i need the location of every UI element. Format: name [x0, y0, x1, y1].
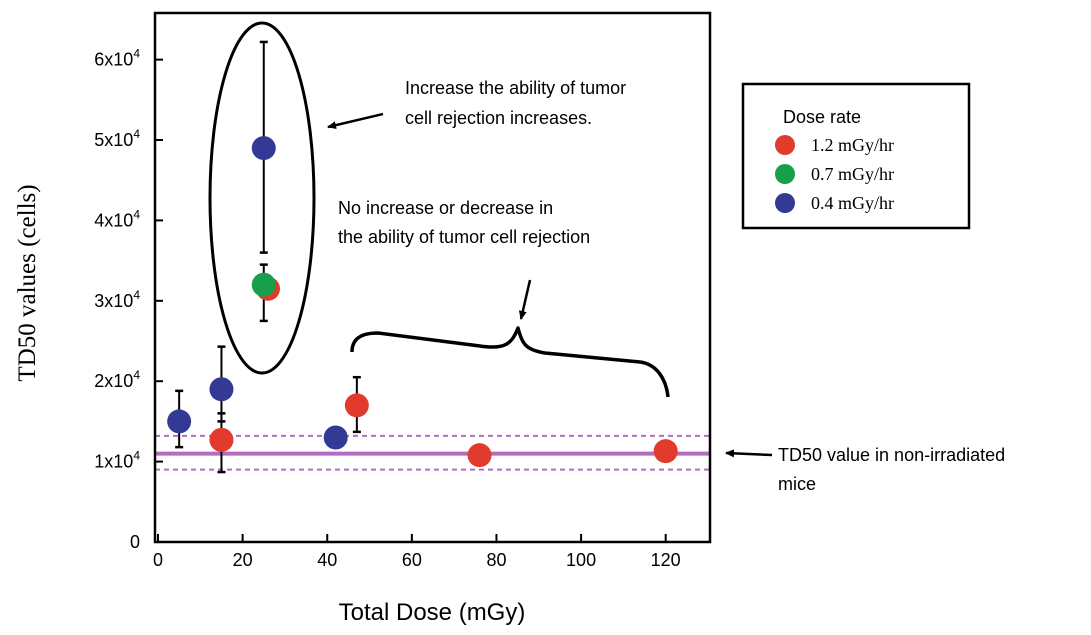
x-tick-label: 120 — [651, 550, 681, 570]
reference-annotation-line2: mice — [778, 474, 816, 494]
x-axis-label: Total Dose (mGy) — [339, 599, 526, 626]
data-points-layer — [167, 136, 678, 468]
legend-label-0-4: 0.4 mGy/hr — [811, 193, 894, 213]
no-change-annotation-line1: No increase or decrease in — [338, 198, 553, 218]
legend: Dose rate 1.2 mGy/hr 0.7 mGy/hr 0.4 mGy/… — [741, 82, 971, 230]
x-tick-label: 80 — [486, 550, 506, 570]
increase-ellipse — [208, 21, 316, 375]
x-tick-label: 60 — [402, 550, 422, 570]
data-point — [344, 393, 369, 418]
y-tick-label: 0 — [130, 532, 140, 552]
data-point — [167, 409, 192, 434]
increase-annotation-line1: Increase the ability of tumor — [405, 78, 626, 98]
x-axis-ticks: 0 20 40 60 80 100 120 — [153, 534, 681, 570]
increase-annotation-line2: cell rejection increases. — [405, 108, 592, 128]
data-point — [251, 136, 276, 161]
legend-label-1-2: 1.2 mGy/hr — [811, 135, 894, 155]
data-point — [251, 272, 276, 297]
data-point — [323, 425, 348, 450]
legend-title: Dose rate — [783, 107, 861, 127]
data-point — [467, 443, 492, 468]
reference-arrow — [725, 449, 773, 458]
data-point — [653, 439, 678, 464]
x-tick-label: 0 — [153, 550, 163, 570]
y-tick-label: 2x104 — [94, 368, 140, 391]
data-point — [209, 377, 234, 402]
reference-annotation-line1: TD50 value in non-irradiated — [778, 445, 1005, 465]
increase-arrow — [327, 112, 384, 130]
no-change-annotation-line2: the ability of tumor cell rejection — [338, 227, 590, 247]
no-change-arrow — [518, 279, 532, 320]
y-tick-label: 4x104 — [94, 207, 140, 230]
x-tick-label: 40 — [317, 550, 337, 570]
y-tick-label: 3x104 — [94, 288, 140, 311]
y-axis-ticks: 0 1x104 2x104 3x104 4x104 5x104 6x104 — [94, 47, 163, 552]
plot-frame — [153, 11, 712, 544]
x-tick-label: 20 — [233, 550, 253, 570]
data-point — [209, 427, 234, 452]
error-bars-layer — [175, 40, 361, 474]
y-tick-label: 6x104 — [94, 47, 140, 70]
y-axis-label: TD50 values (cells) — [14, 184, 41, 381]
legend-marker-0-7 — [775, 164, 795, 184]
legend-marker-1-2 — [775, 135, 795, 155]
legend-marker-0-4 — [775, 193, 795, 213]
reference-layer — [155, 434, 710, 471]
y-tick-label: 1x104 — [94, 449, 140, 472]
no-change-brace — [350, 326, 670, 398]
y-tick-label: 5x104 — [94, 127, 140, 150]
legend-label-0-7: 0.7 mGy/hr — [811, 164, 894, 184]
x-tick-label: 100 — [566, 550, 596, 570]
